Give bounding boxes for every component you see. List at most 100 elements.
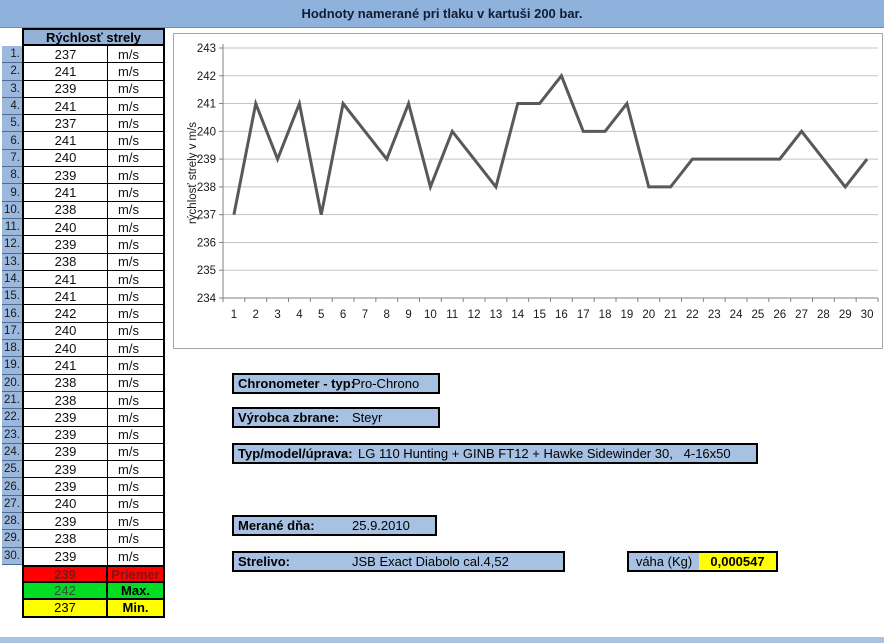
row-number-cell[interactable]: 14. [2,270,22,289]
velocity-value-cell[interactable]: 238 [24,374,108,391]
unit-cell[interactable]: m/s [118,236,139,252]
velocity-value-cell[interactable]: 242 [24,305,108,322]
velocity-value-cell[interactable]: 241 [24,63,108,80]
summary-value-cell[interactable]: 239 [24,567,108,582]
row-number-cell[interactable]: 8. [2,167,22,185]
summary-label-cell[interactable]: Priemer [111,566,160,582]
row-number-cell[interactable]: 12. [2,236,22,254]
velocity-value-cell[interactable]: 239 [24,426,108,443]
unit-cell[interactable]: m/s [118,46,139,62]
velocity-value-cell[interactable]: 241 [24,288,108,305]
summary-value-cell[interactable]: 242 [24,583,108,598]
row-number-cell[interactable]: 24. [2,443,22,462]
unit-cell[interactable]: m/s [118,81,139,97]
unit-cell[interactable]: m/s [118,63,139,79]
velocity-value-cell[interactable]: 238 [24,530,108,547]
unit-cell[interactable]: m/s [118,271,139,287]
unit-cell[interactable]: m/s [118,409,139,425]
row-number-cell[interactable]: 23. [2,426,22,444]
velocity-value-cell[interactable]: 239 [24,478,108,495]
velocity-value-cell[interactable]: 240 [24,340,108,357]
velocity-value-cell[interactable]: 241 [24,132,108,149]
row-number-cell[interactable]: 19. [2,357,22,375]
field-chronometer-value[interactable]: Pro-Chrono [352,376,420,391]
unit-cell[interactable]: m/s [118,513,139,529]
velocity-value-cell[interactable]: 239 [24,80,108,97]
unit-cell[interactable]: m/s [118,392,139,408]
field-strelivo-value[interactable]: JSB Exact Diabolo cal.4,52 [352,554,509,569]
row-number-cell[interactable]: 21. [2,391,22,410]
unit-cell[interactable]: m/s [118,219,139,235]
velocity-value-cell[interactable]: 240 [24,322,108,340]
row-number-cell[interactable]: 7. [2,149,22,168]
unit-cell[interactable]: m/s [118,530,139,546]
row-number-cell[interactable]: 27. [2,495,22,514]
row-number-cell[interactable]: 29. [2,530,22,548]
velocity-value-cell[interactable]: 239 [24,443,108,461]
row-number-cell[interactable]: 9. [2,184,22,202]
unit-cell[interactable]: m/s [118,306,139,322]
row-number-cell[interactable]: 26. [2,478,22,496]
row-number-cell[interactable]: 18. [2,340,22,358]
unit-cell[interactable]: m/s [118,323,139,339]
row-number-cell[interactable]: 1. [2,46,22,64]
weight-value-cell[interactable]: 0,000547 [699,553,776,570]
unit-cell[interactable]: m/s [118,444,139,460]
row-number-cell[interactable]: 13. [2,253,22,271]
velocity-chart[interactable]: 234 235 236 237 238 239 240 241 242 243 1 2 3 4 5 6 7 8 9 1… [173,33,883,349]
row-number-cell[interactable]: 16. [2,305,22,323]
velocity-value-cell[interactable]: 239 [24,167,108,184]
velocity-value-cell[interactable]: 240 [24,149,108,167]
velocity-value-cell[interactable]: 238 [24,253,108,270]
velocity-value-cell[interactable]: 239 [24,461,108,478]
row-number-cell[interactable]: 4. [2,97,22,116]
unit-cell[interactable]: m/s [118,461,139,477]
unit-cell[interactable]: m/s [118,185,139,201]
velocity-value-cell[interactable]: 239 [24,236,108,253]
row-number-cell[interactable]: 15. [2,288,22,306]
velocity-value-cell[interactable]: 240 [24,495,108,513]
field-vyrobca-zbrane-value[interactable]: Steyr [352,410,383,425]
row-number-cell[interactable]: 17. [2,322,22,341]
velocity-value-cell[interactable]: 239 [24,547,108,565]
velocity-value-cell[interactable]: 238 [24,201,108,218]
row-number-cell[interactable]: 3. [2,80,22,98]
unit-cell[interactable]: m/s [118,254,139,270]
velocity-value-cell[interactable]: 237 [24,115,108,132]
unit-cell[interactable]: m/s [118,167,139,183]
velocity-value-cell[interactable]: 241 [24,357,108,374]
row-number-cell[interactable]: 28. [2,513,22,531]
velocity-value-cell[interactable]: 239 [24,513,108,530]
field-merane-dna-value[interactable]: 25.9.2010 [352,518,410,533]
unit-cell[interactable]: m/s [118,375,139,391]
velocity-value-cell[interactable]: 237 [24,46,108,63]
unit-cell[interactable]: m/s [118,115,139,131]
summary-label-cell[interactable]: Min. [122,600,149,616]
row-number-cell[interactable]: 11. [2,218,22,237]
unit-cell[interactable]: m/s [118,202,139,218]
unit-cell[interactable]: m/s [118,357,139,373]
velocity-value-cell[interactable]: 238 [24,391,108,409]
unit-cell[interactable]: m/s [118,150,139,166]
row-number-cell[interactable]: 6. [2,132,22,150]
field-typ-model-uprava-value[interactable]: LG 110 Hunting + GINB FT12 + Hawke Sidew… [358,446,731,461]
row-number-cell[interactable]: 10. [2,201,22,219]
row-number-cell[interactable]: 22. [2,409,22,427]
row-number-cell[interactable]: 30. [2,547,22,565]
summary-label-cell[interactable]: Max. [121,582,150,598]
unit-cell[interactable]: m/s [118,548,139,564]
velocity-value-cell[interactable]: 241 [24,270,108,288]
unit-cell[interactable]: m/s [118,427,139,443]
unit-cell[interactable]: m/s [118,496,139,512]
velocity-value-cell[interactable]: 240 [24,218,108,236]
row-number-cell[interactable]: 25. [2,461,22,479]
unit-cell[interactable]: m/s [118,340,139,356]
unit-cell[interactable]: m/s [118,98,139,114]
velocity-value-cell[interactable]: 241 [24,184,108,201]
row-number-cell[interactable]: 5. [2,115,22,133]
row-number-cell[interactable]: 2. [2,63,22,81]
unit-cell[interactable]: m/s [118,479,139,495]
velocity-value-cell[interactable]: 241 [24,97,108,115]
summary-value-cell[interactable]: 237 [24,599,108,616]
unit-cell[interactable]: m/s [118,133,139,149]
